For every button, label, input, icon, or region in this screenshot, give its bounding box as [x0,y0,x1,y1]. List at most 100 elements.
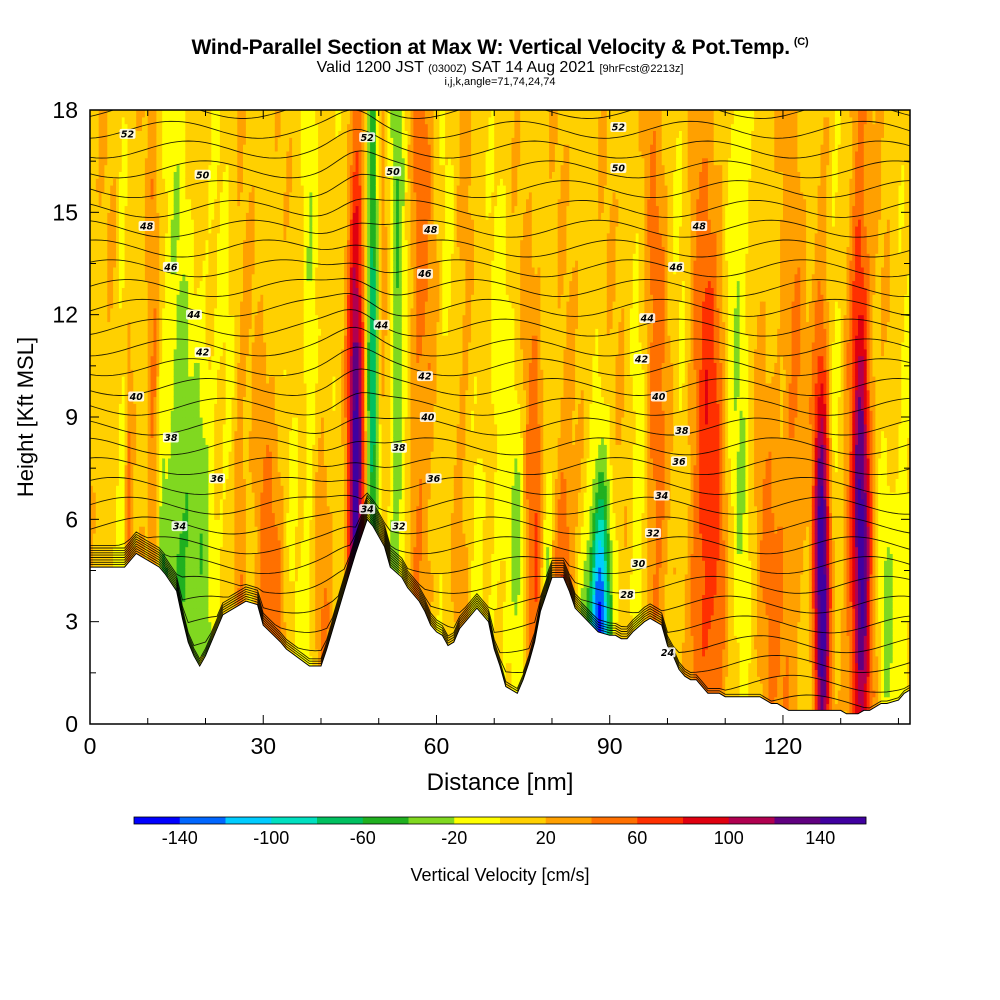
contour-label-bg [673,425,690,436]
theta-contour-line [90,150,910,179]
contour-label: 44 [186,310,201,321]
contour-label-bg [610,122,627,133]
colorbar-frame [133,816,867,825]
contour-label-bg [639,313,656,324]
contour-label: 30 [632,559,646,570]
contour-label-bg [373,319,390,330]
contour-label: 46 [669,262,684,273]
theta-contours [90,110,910,709]
contour-label: 48 [423,225,438,236]
theta-contour-line [90,368,910,396]
contour-label: 36 [672,457,686,468]
theta-contour-line [90,494,910,535]
contour-label-bg [119,128,136,139]
theta-contour-line [90,309,910,337]
contour-label: 40 [651,392,666,403]
theta-contour-line [90,416,910,436]
contour-label-bg [671,456,688,467]
contour-label-bg [209,473,226,484]
colorbar-swatch [408,817,455,824]
colorbar-swatch [545,817,592,824]
colorbar-swatch [820,817,867,824]
contour-label: 38 [164,433,178,444]
colorbar-swatch [271,817,318,824]
colorbar-swatch [134,817,181,824]
colorbar-tick-label: -100 [253,828,289,848]
contour-label: 44 [374,320,389,331]
theta-contour-line [90,492,910,515]
contour-label: 36 [427,474,441,485]
contour-label-bg [691,220,708,231]
x-tick-label: 90 [597,733,623,759]
contour-label-bg [668,261,685,272]
theta-contour-line [90,110,910,119]
theta-contour-line [90,511,910,673]
contour-label: 50 [387,167,401,178]
x-axis-label: Distance [nm] [427,769,574,796]
theta-contour-line [90,239,910,258]
contour-label-bg [162,261,179,272]
contour-label-bg [650,391,667,402]
contour-label-bg [194,169,211,180]
theta-contour-line [90,499,910,575]
contour-label-bg [390,442,407,453]
contour-label-bg [359,504,376,515]
contour-label-bg [630,558,647,569]
contour-label: 42 [195,348,210,359]
x-tick-label: 0 [84,733,97,759]
contour-label: 52 [121,129,135,140]
y-tick-label: 0 [65,711,78,737]
contour-label-bg [359,132,376,143]
colorbar-tick-label: -60 [350,828,376,848]
contour-label: 40 [420,413,435,424]
theta-contour-line [90,506,910,634]
colorbar-tick-label: 140 [805,828,835,848]
theta-contour-line [90,259,910,278]
y-tick-label: 15 [52,199,78,225]
colorbar-swatch [225,817,272,824]
contour-label-bg [659,647,676,658]
theta-contour-line [90,128,910,159]
theta-contour-line [90,516,910,709]
contour-label: 32 [392,522,406,533]
contour-label: 34 [361,505,375,516]
contour-label: 32 [646,528,660,539]
contour-label: 48 [692,221,707,232]
contour-label: 34 [655,491,669,502]
theta-contour-line [90,504,910,614]
x-tick-label: 120 [764,733,802,759]
contour-label-bg [171,521,188,532]
contour-label-bg [194,347,211,358]
theta-contour-line [90,293,910,317]
theta-contour-line [90,278,910,298]
contour-label: 50 [612,163,626,174]
theta-contour-line [90,198,910,218]
theta-contour-line [90,110,910,139]
contour-label: 46 [417,269,432,280]
contour-label-bg [610,162,627,173]
theta-contour-line [90,346,910,377]
colorbar-swatch [317,817,364,824]
contour-label: 38 [675,426,689,437]
colorbar-tick-label: 100 [714,828,744,848]
terrain-profile [90,518,910,724]
colorbar-swatch [179,817,226,824]
contour-label-bg [385,166,402,177]
contour-label-bg [390,521,407,532]
chart-subtitle: Valid 1200 JST (0300Z) SAT 14 Aug 2021 [… [0,60,1000,77]
theta-contour-line [90,497,910,555]
contour-label-bg [128,391,145,402]
colorbar-swatch [728,817,775,824]
contour-label-bg [619,589,636,600]
contour-labels: 52 50 48 46 44 42 40 38 36 34 52 50 48 46 44 42 40 38 36 34… [119,122,708,659]
theta-contour-line [90,501,910,594]
colorbar-swatch [362,817,409,824]
theta-contour-line [90,219,910,238]
colorbar-tick-label: 20 [536,828,556,848]
contour-label-bg [653,490,670,501]
contour-label: 42 [634,355,649,366]
contour-label: 34 [173,522,187,533]
x-tick-label: 30 [250,733,276,759]
colorbar-swatch [774,817,821,824]
